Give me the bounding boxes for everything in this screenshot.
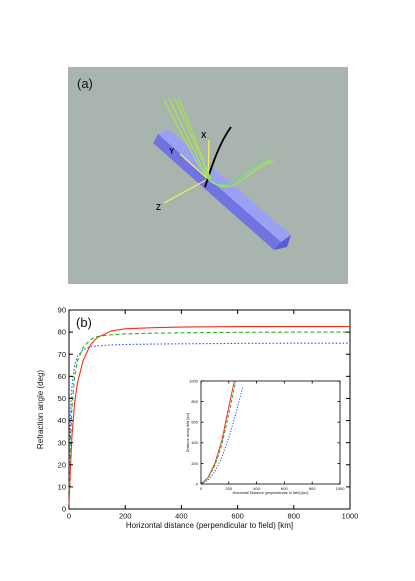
- main-y-tick-label: 70: [58, 350, 66, 359]
- panel-b-label: (b): [76, 315, 92, 330]
- main-y-tick-label: 0: [62, 505, 66, 514]
- main-y-tick-label: 80: [58, 328, 66, 337]
- inset-x-axis-label: Horizontal Distance (perpendicular to fi…: [233, 491, 309, 495]
- inset-x-tick-label: 200: [225, 486, 232, 491]
- inset-x-tick-label: 400: [253, 486, 260, 491]
- main-y-axis-label: Refraction angle (deg): [36, 370, 45, 449]
- axis-z-label: Z: [156, 203, 161, 212]
- inset-x-tick-label: 800: [309, 486, 316, 491]
- panel-a-svg: (a) X Y Z: [77, 76, 291, 250]
- ray-bundle: [163, 96, 275, 188]
- axis-x-label: X: [201, 131, 207, 140]
- inset-y-axis-label: Distance along field [km]: [186, 413, 190, 452]
- inset-y-tick-label: 600: [191, 420, 198, 425]
- inset-y-tick-label: 0: [196, 481, 199, 486]
- main-y-tick-label: 60: [58, 372, 66, 381]
- main-x-tick-label: 1000: [342, 512, 359, 521]
- main-y-tick-label: 10: [58, 483, 66, 492]
- inset-y-tick-label: 800: [191, 399, 198, 404]
- inset-plot-frame: [200, 380, 341, 485]
- main-y-tick-label: 20: [58, 460, 66, 469]
- main-y-tick-label: 90: [58, 306, 66, 315]
- main-y-tick-label: 40: [58, 416, 66, 425]
- field-line: [204, 126, 232, 188]
- main-x-tick-label: 800: [288, 512, 301, 521]
- main-y-tick-label: 30: [58, 438, 66, 447]
- inset-y-tick-label: 400: [191, 440, 198, 445]
- inset-series-dashed-line: [200, 380, 237, 485]
- inset-x-tick-label: 600: [281, 486, 288, 491]
- inset-x-tick-label: 0: [200, 486, 203, 491]
- main-x-tick-label: 600: [231, 512, 244, 521]
- panel-a-3d-render: (a) X Y Z: [68, 67, 348, 284]
- main-x-tick-label: 400: [175, 512, 188, 521]
- panel-a-label: (a): [77, 76, 93, 91]
- inset-y-tick-label: 1000: [189, 378, 199, 383]
- inset-x-tick-label: 1000: [336, 486, 346, 491]
- main-x-tick-label: 0: [67, 512, 71, 521]
- main-x-tick-label: 200: [119, 512, 132, 521]
- inset-y-tick-label: 200: [191, 461, 198, 466]
- main-y-tick-label: 50: [58, 394, 66, 403]
- axis-y-label: Y: [169, 147, 175, 156]
- main-series-dotted-line: [68, 342, 350, 465]
- main-x-axis-label: Horizontal distance (perpendicular to fi…: [126, 521, 293, 530]
- main-series-solid-line: [68, 326, 350, 505]
- inset-distance-chart: 0 200 400 600 800 1000 0 200 400 600 800 1000 Horizo…: [186, 378, 345, 495]
